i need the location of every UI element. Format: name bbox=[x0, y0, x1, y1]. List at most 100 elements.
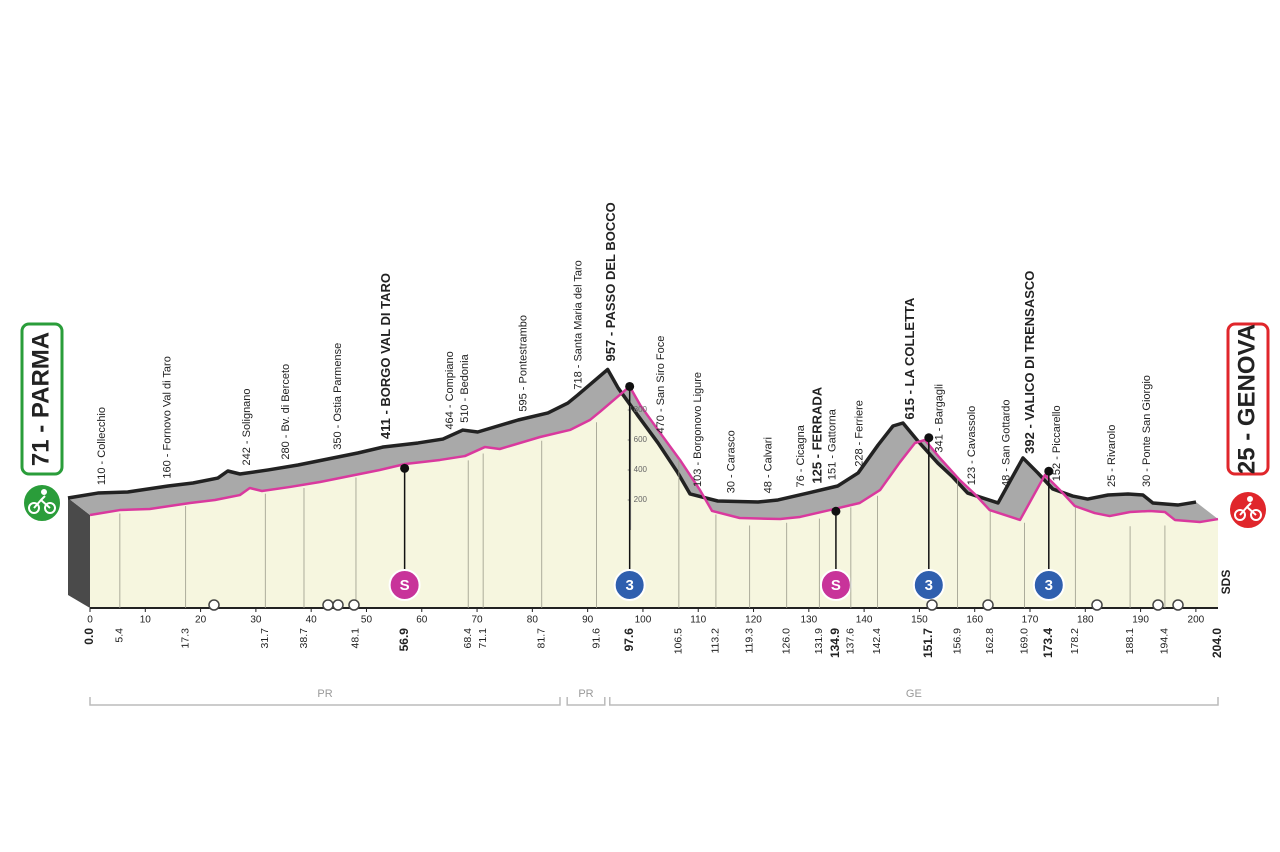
badge-label: 3 bbox=[625, 577, 633, 594]
x-tick-label: 160 bbox=[966, 615, 983, 626]
x-tick-label: 170 bbox=[1022, 615, 1039, 626]
badge-label: 3 bbox=[1045, 577, 1053, 594]
x-tick-label: 110 bbox=[690, 615, 706, 626]
region-bar bbox=[609, 697, 1219, 706]
x-tick-label: 50 bbox=[361, 615, 373, 626]
km-label: 151.7 bbox=[921, 628, 935, 658]
waypoint-label: 152 - Piccarello bbox=[1051, 405, 1063, 481]
region-label: GE bbox=[906, 688, 922, 700]
waypoint-label: 392 - VALICO DI TRENSASCO bbox=[1022, 271, 1037, 454]
km-label: 188.1 bbox=[1124, 628, 1136, 654]
x-tick-label: 60 bbox=[416, 615, 428, 626]
summit-dot bbox=[1044, 466, 1054, 476]
waypoint-label: 464 - Compiano bbox=[444, 351, 456, 429]
x-tick-label: 150 bbox=[911, 615, 928, 626]
km-label: 162.8 bbox=[984, 628, 996, 654]
km-label: 113.2 bbox=[710, 628, 722, 654]
km-label: 91.6 bbox=[590, 628, 602, 649]
waypoint-label: 110 - Collecchio bbox=[96, 407, 108, 485]
waypoint-label: 280 - Bv. di Berceto bbox=[280, 364, 292, 460]
waypoint-label: 151 - Gattorna bbox=[827, 408, 839, 480]
km-label: 131.9 bbox=[813, 628, 825, 654]
km-label: 81.7 bbox=[536, 628, 548, 649]
waypoint-label: 123 - Cavassolo bbox=[966, 406, 978, 486]
finish-flag bbox=[1226, 322, 1270, 476]
finish-icon bbox=[1228, 490, 1268, 530]
region-label: PR bbox=[317, 688, 332, 700]
profile-side bbox=[68, 498, 90, 608]
badge bbox=[912, 569, 945, 601]
km-label: 5.4 bbox=[114, 628, 126, 643]
km-label: 156.9 bbox=[951, 628, 963, 654]
y-tick-label: 400 bbox=[634, 465, 648, 474]
x-tick-label: 100 bbox=[635, 615, 652, 626]
logo: SDS bbox=[1219, 570, 1233, 595]
waypoint-label: 103 - Borgonovo Ligure bbox=[692, 372, 704, 487]
waypoint-label: 595 - Pontestrambo bbox=[518, 315, 530, 412]
km-label: 134.9 bbox=[828, 628, 842, 658]
km-label: 48.1 bbox=[350, 628, 362, 649]
waypoint-label: 228 - Ferriere bbox=[853, 400, 865, 467]
badge-label: 3 bbox=[925, 577, 933, 594]
profile-base bbox=[90, 386, 1218, 608]
km-label: 169.0 bbox=[1018, 628, 1030, 654]
waypoint-label: 48 - Calvari bbox=[763, 437, 775, 493]
waypoint-label: 615 - LA COLLETTA bbox=[902, 297, 917, 420]
start-flag bbox=[20, 322, 64, 476]
profile-top bbox=[68, 369, 1218, 523]
x-tick-label: 190 bbox=[1132, 615, 1149, 626]
profile-back-line bbox=[67, 367, 1197, 507]
waypoint-label: 510 - Bedonia bbox=[459, 353, 471, 422]
km-label: 178.2 bbox=[1069, 628, 1081, 654]
km-label: 17.3 bbox=[179, 628, 191, 649]
plot: 0 10 20 30 40 50 60 70 80 90 100 110 120 130 140 150 160… bbox=[67, 202, 1224, 706]
waypoint-label: 411 - BORGO VAL DI TARO bbox=[378, 273, 393, 439]
region-bar bbox=[566, 697, 606, 706]
waypoint-label: 125 - FERRADA bbox=[809, 386, 824, 483]
x-tick-label: 20 bbox=[195, 615, 207, 626]
y-tick-label: 800 bbox=[634, 405, 648, 414]
x-tick-label: 140 bbox=[856, 615, 873, 626]
km-label: 97.6 bbox=[622, 628, 636, 652]
x-tick-label: 30 bbox=[250, 615, 262, 626]
summit-dot bbox=[400, 463, 410, 473]
y-tick-label: 200 bbox=[634, 495, 648, 504]
cyclist-icon bbox=[1234, 496, 1262, 521]
km-label: 173.4 bbox=[1041, 628, 1055, 658]
summit-dot bbox=[924, 433, 934, 443]
x-tick-label: 70 bbox=[471, 615, 483, 626]
badge bbox=[388, 569, 421, 601]
x-tick-label: 120 bbox=[745, 615, 762, 626]
profile-front-line bbox=[89, 385, 1219, 524]
waypoint-label: 350 - Ostia Parmense bbox=[332, 343, 344, 450]
km-label: 106.5 bbox=[673, 628, 685, 654]
km-label: 38.7 bbox=[298, 628, 310, 649]
x-tick-label: 40 bbox=[306, 615, 318, 626]
summit-dot bbox=[831, 506, 841, 516]
waypoint-label: 470 - San Siro Foce bbox=[655, 336, 667, 434]
waypoint-label: 30 - Ponte San Giorgio bbox=[1141, 375, 1153, 487]
x-tick-label: 80 bbox=[527, 615, 539, 626]
x-tick-label: 200 bbox=[1188, 615, 1205, 626]
region-bar bbox=[89, 697, 561, 706]
waypoint-label: 341 - Bargagli bbox=[933, 384, 945, 453]
km-label: 194.4 bbox=[1159, 628, 1171, 654]
y-tick-label: 600 bbox=[634, 435, 648, 444]
summit-dot bbox=[625, 381, 635, 391]
badge bbox=[1032, 569, 1065, 601]
km-label: 56.9 bbox=[397, 628, 411, 652]
km-label: 126.0 bbox=[780, 628, 792, 654]
badge-label: S bbox=[831, 577, 841, 594]
cyclist-icon bbox=[28, 489, 56, 514]
km-label: 71.1 bbox=[477, 628, 489, 649]
waypoint-label: 242 - Solignano bbox=[241, 388, 253, 465]
km-label: 204.0 bbox=[1210, 628, 1224, 658]
badge bbox=[613, 569, 646, 601]
km-label: 68.4 bbox=[462, 628, 474, 649]
x-tick-label: 130 bbox=[800, 615, 817, 626]
waypoint-label: 160 - Fornovo Val di Taro bbox=[162, 356, 174, 479]
waypoint-label: 76 - Cicagna bbox=[795, 424, 807, 487]
x-tick-label: 0 bbox=[87, 615, 93, 626]
km-label: 119.3 bbox=[743, 628, 755, 654]
